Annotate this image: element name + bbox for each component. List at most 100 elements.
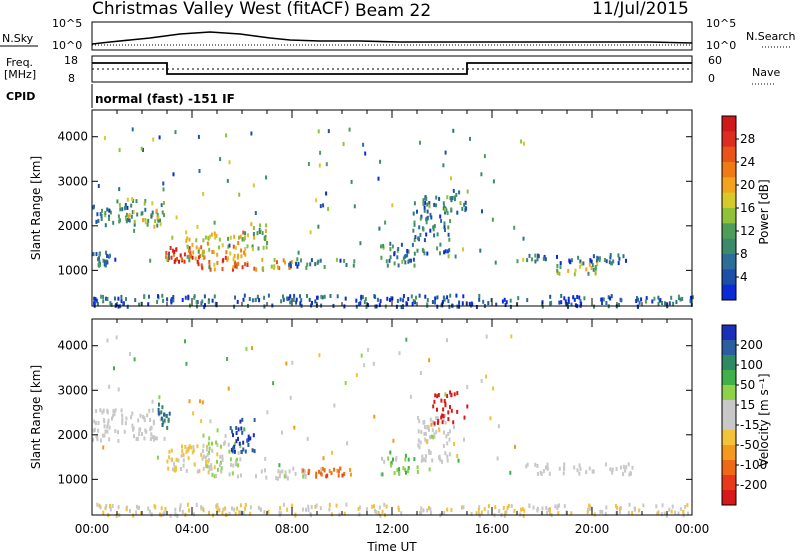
velocity-cell (435, 416, 438, 421)
power-cell (242, 230, 245, 235)
velocity-cell (622, 464, 625, 469)
power-cell (365, 304, 368, 309)
velocity-cell (163, 418, 166, 423)
power-cell (252, 226, 255, 230)
power-cell (556, 254, 558, 259)
power-cell (605, 259, 608, 264)
velocity-cell (161, 405, 164, 410)
velocity-cell (429, 450, 432, 455)
power-cell (165, 250, 168, 255)
velocity-cell (548, 510, 551, 515)
velocity-cell (655, 504, 658, 509)
velocity-cell (92, 428, 95, 433)
velocity-cell (193, 462, 196, 467)
velocity-cell (200, 419, 203, 424)
power-cell (605, 301, 608, 305)
velocity-cell (536, 471, 539, 476)
power-cell (556, 264, 559, 268)
velocity-cell (150, 432, 153, 437)
power-cell (174, 130, 177, 135)
velocity-cell (232, 433, 234, 438)
velocity-cell (173, 461, 175, 466)
velocity-cell (371, 504, 374, 509)
power-cell (436, 304, 439, 309)
power-cell (425, 217, 428, 222)
power-cell (207, 236, 210, 241)
power-cell (142, 147, 144, 152)
power-cell (412, 257, 415, 262)
velocity-cell (182, 463, 185, 468)
power-cell (556, 270, 559, 275)
velocity-cell (423, 431, 426, 436)
velocity-cell (208, 436, 211, 441)
velocity-cell (97, 428, 100, 433)
velocity-cell (292, 466, 295, 471)
velocity-cell (446, 458, 449, 463)
velocity-cell (604, 462, 607, 467)
power-cell (200, 263, 203, 268)
velocity-cell (139, 413, 142, 418)
velocity-cell (279, 511, 282, 516)
power-cell (204, 235, 207, 240)
velocity-cell (358, 512, 361, 517)
velocity-cell (207, 470, 210, 475)
velocity-cell (221, 454, 224, 459)
velocity-cell (242, 447, 245, 452)
velocity-cell (200, 452, 203, 457)
velocity-cell (148, 408, 151, 413)
velocity-cell (548, 471, 551, 476)
velocity-cell (328, 502, 331, 507)
velocity-cell (446, 441, 449, 446)
velocity-cell (107, 418, 110, 423)
velocity-cell (430, 510, 432, 515)
velocity-cell (318, 353, 321, 358)
power-cell (670, 295, 673, 300)
velocity-cell (407, 469, 409, 474)
velocity-cell (182, 452, 185, 457)
power-cell (446, 210, 449, 215)
power-cell (384, 220, 387, 225)
velocity-cell (206, 444, 208, 449)
power-cell (456, 304, 459, 309)
power-cell (569, 260, 572, 265)
power-cell (263, 295, 266, 300)
power-cell (458, 300, 461, 305)
velocity-cell (522, 513, 525, 518)
velocity-cell (196, 444, 199, 449)
power-cell (282, 294, 284, 299)
power-cell (131, 127, 134, 132)
power-cell (211, 298, 214, 303)
power-cell (238, 235, 240, 240)
velocity-cell (187, 456, 190, 461)
power-cell (206, 241, 209, 246)
power-cell (259, 223, 261, 228)
power-cell (297, 250, 300, 255)
velocity-cell (219, 444, 222, 449)
velocity-cell (208, 446, 211, 451)
power-cell (573, 297, 576, 302)
velocity-cell (578, 471, 581, 476)
velocity-cell (246, 438, 249, 443)
freq-panel: Freq. [MHz] 18 8 60 0 Nave (4, 54, 780, 85)
power-cell (442, 201, 445, 206)
power-cell (180, 257, 183, 261)
velocity-cell (202, 443, 205, 448)
velocity-cell (131, 423, 134, 428)
power-cell (596, 255, 599, 260)
power-cell (471, 302, 474, 307)
power-cell (225, 250, 228, 255)
velocity-cell (638, 508, 641, 513)
power-cell (401, 259, 404, 264)
power-cell (125, 219, 128, 224)
velocity-cell (457, 458, 460, 463)
power-cell (108, 214, 110, 219)
power-cell (124, 206, 126, 211)
velocity-cell (355, 373, 358, 378)
velocity-cell (383, 459, 386, 464)
power-cell (266, 241, 269, 245)
velocity-cell (656, 511, 659, 516)
velocity-cell (307, 508, 310, 513)
power-cell (657, 295, 660, 300)
velocity-cell (349, 467, 352, 472)
velocity-cell (169, 513, 172, 518)
